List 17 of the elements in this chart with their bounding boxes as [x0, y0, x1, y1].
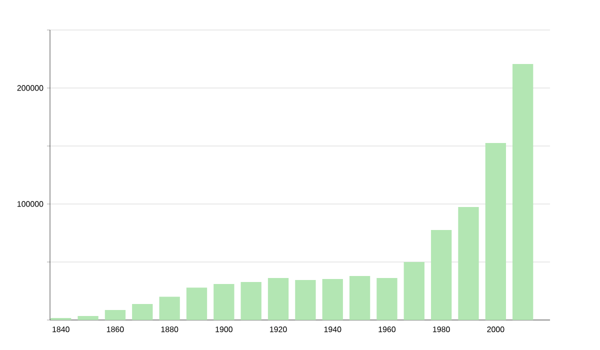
bar — [295, 280, 316, 320]
bar — [240, 282, 262, 320]
bar — [458, 207, 479, 320]
bar — [78, 316, 98, 320]
bar — [404, 262, 424, 320]
bar — [104, 310, 126, 320]
bar — [376, 278, 398, 320]
bar — [132, 304, 153, 320]
bar — [430, 230, 452, 320]
bar — [186, 288, 208, 320]
bar — [512, 64, 534, 320]
bar — [349, 276, 370, 320]
bar — [214, 284, 234, 320]
bar — [268, 278, 289, 320]
bar — [322, 279, 343, 320]
bar — [485, 142, 506, 320]
bar — [159, 296, 180, 320]
